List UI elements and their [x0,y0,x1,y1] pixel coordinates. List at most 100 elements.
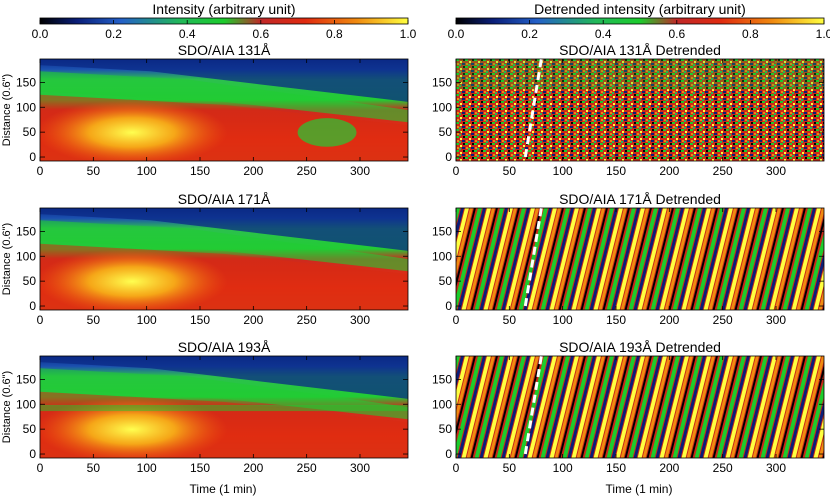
colorbar-title: Detrended intensity (arbitrary unit) [534,1,746,17]
x-tick-label: 250 [713,313,733,327]
panel-image [456,356,824,458]
y-tick-label: 100 [432,249,452,263]
y-tick-label: 50 [23,274,37,288]
y-tick-label: 0 [29,447,36,461]
y-axis-label: Distance (0.6") [1,223,13,295]
y-tick-label: 150 [432,224,452,238]
panel-detrended-171: SDO/AIA 171Å Detrended 0 50 100 150 200 250 300… [432,191,825,327]
y-tick-label: 100 [16,397,36,411]
panel-title: SDO/AIA 131Å [178,42,271,58]
x-tick-label: 0 [453,461,460,475]
panel-frame [455,207,825,311]
dashed-slope-line [523,58,543,158]
x-tick-label: 200 [243,164,263,178]
panel-title: SDO/AIA 131Å Detrended [559,42,721,58]
colorbar-tick-label: 0.8 [742,27,759,41]
x-tick-label: 50 [503,461,517,475]
colorbar [39,17,409,25]
x-tick-label: 100 [553,461,573,475]
colorbar [455,17,825,25]
dashed-slope-line [523,207,543,307]
x-tick-label: 100 [137,461,157,475]
x-tick-label: 150 [190,461,210,475]
x-tick-label: 200 [659,461,679,475]
colorbar-title: Intensity (arbitrary unit) [152,1,295,17]
x-tick-label: 300 [350,461,370,475]
y-tick-label: 150 [16,75,36,89]
y-tick-label: 0 [445,299,452,313]
panel-frame [455,58,825,162]
x-tick-label: 200 [659,313,679,327]
x-tick-label: 300 [350,164,370,178]
y-tick-label: 150 [16,372,36,386]
x-axis-label-left: Time (1 min) [190,482,257,496]
panel-frame [39,207,409,311]
x-tick-label: 150 [606,313,626,327]
y-axis-label: Distance (0.6") [1,74,13,146]
x-tick-label: 0 [37,461,44,475]
x-tick-label: 300 [766,313,786,327]
x-tick-label: 100 [137,164,157,178]
x-tick-label: 250 [713,461,733,475]
x-tick-label: 50 [503,313,517,327]
y-tick-label: 0 [29,150,36,164]
colorbar-tick-label: 1.0 [400,27,417,41]
y-axis-label: Distance (0.6") [1,371,13,443]
x-tick-label: 150 [606,461,626,475]
panel-frame [39,355,409,459]
panel-frame [455,355,825,459]
x-tick-label: 150 [190,164,210,178]
y-tick-label: 150 [432,372,452,386]
y-tick-label: 0 [445,150,452,164]
y-tick-label: 100 [432,397,452,411]
x-tick-label: 50 [87,461,101,475]
y-tick-label: 100 [432,100,452,114]
x-tick-label: 100 [553,164,573,178]
x-tick-label: 300 [350,313,370,327]
panel-title: SDO/AIA 193Å [178,339,271,355]
x-tick-label: 200 [243,313,263,327]
panel-title: SDO/AIA 193Å Detrended [559,339,721,355]
x-tick-label: 200 [659,164,679,178]
x-tick-label: 300 [766,164,786,178]
y-tick-label: 100 [16,100,36,114]
colorbar-tick-label: 0.0 [448,27,465,41]
x-tick-label: 50 [503,164,517,178]
colorbar-tick-label: 0.6 [668,27,685,41]
colorbar-tick-label: 0.2 [521,27,538,41]
y-tick-label: 50 [439,274,453,288]
colorbar-tick-label: 0.4 [179,27,196,41]
x-tick-label: 150 [606,164,626,178]
x-tick-label: 0 [453,313,460,327]
x-tick-label: 50 [87,164,101,178]
y-tick-label: 100 [16,249,36,263]
colorbar-tick-label: 0.2 [105,27,122,41]
panel-image [40,356,408,458]
x-tick-label: 50 [87,313,101,327]
y-tick-label: 0 [445,447,452,461]
x-tick-label: 0 [453,164,460,178]
x-tick-label: 250 [713,164,733,178]
y-tick-label: 50 [23,125,37,139]
x-tick-label: 200 [243,461,263,475]
panel-image [40,208,408,310]
panel-title: SDO/AIA 171Å [178,191,271,207]
panel-detrended-193: SDO/AIA 193Å Detrended 0 50 100 150 200 250 300… [432,339,825,475]
y-tick-label: 50 [439,125,453,139]
y-tick-label: 150 [16,224,36,238]
panel-image [40,59,408,161]
panel-detrended-131: SDO/AIA 131Å Detrended 0 50 100 150 200 250 300… [432,42,825,178]
panel-image [456,208,824,310]
colorbar-tick-label: 1.0 [816,27,830,41]
x-axis-label-right: Time (1 min) [606,482,673,496]
colorbar-tick-label: 0.8 [326,27,343,41]
y-tick-label: 50 [23,422,37,436]
x-tick-label: 0 [37,313,44,327]
x-tick-label: 100 [137,313,157,327]
x-tick-label: 0 [37,164,44,178]
